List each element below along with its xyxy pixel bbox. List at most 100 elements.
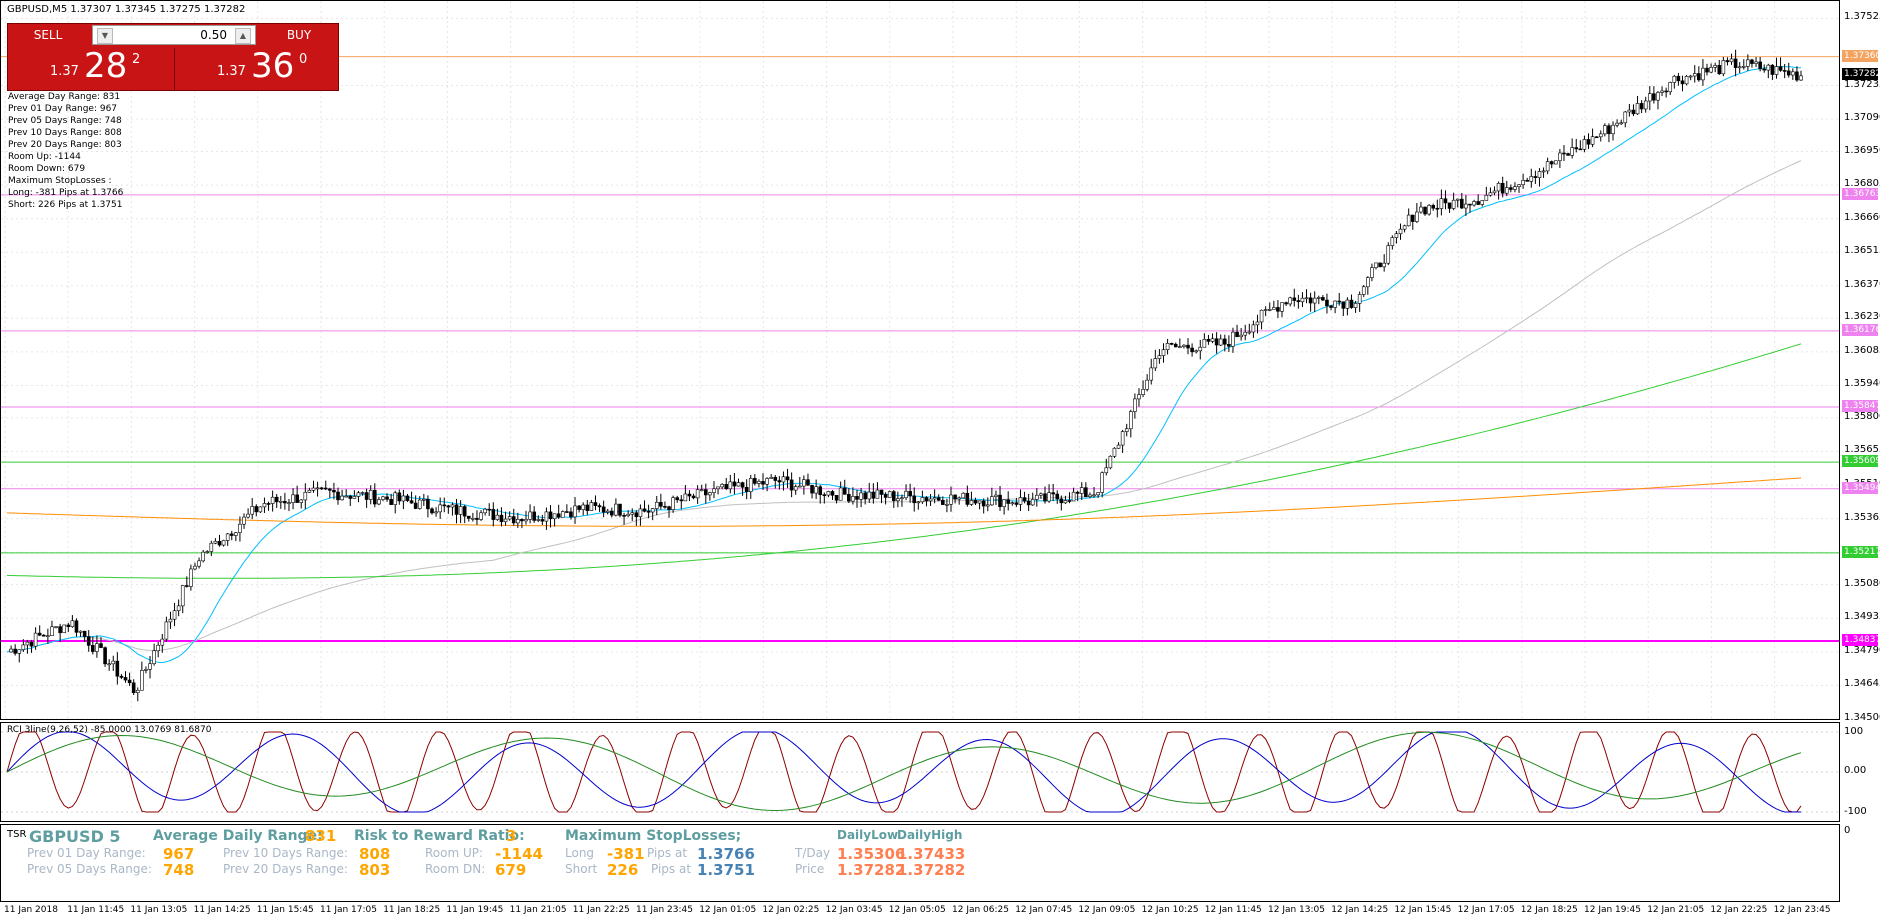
candle bbox=[1545, 157, 1550, 175]
lot-size-field[interactable]: ▼ 0.50 ▲ bbox=[92, 25, 256, 45]
candle bbox=[1513, 182, 1517, 193]
lot-decrease-icon[interactable]: ▼ bbox=[97, 28, 113, 44]
candle-body bbox=[1206, 339, 1211, 342]
candle bbox=[626, 510, 630, 518]
candle-body bbox=[299, 499, 304, 503]
candle bbox=[471, 512, 475, 522]
candle bbox=[867, 482, 872, 503]
price-tick: 1.36515 bbox=[1844, 245, 1880, 257]
roomdn-value: 679 bbox=[495, 861, 527, 879]
candle-body bbox=[401, 495, 406, 502]
buy-button[interactable]: BUY bbox=[286, 28, 312, 42]
buy-price[interactable]: 1.37 36 0 bbox=[174, 46, 339, 91]
candle-body bbox=[462, 506, 467, 517]
candle-body bbox=[352, 496, 357, 499]
candle bbox=[1705, 63, 1709, 76]
candle bbox=[920, 490, 925, 504]
main-chart-pane[interactable]: GBPUSD,M5 1.37307 1.37345 1.37275 1.3728… bbox=[0, 0, 1840, 720]
candle bbox=[1386, 242, 1391, 266]
candle-body bbox=[356, 492, 361, 497]
candle bbox=[1672, 74, 1677, 89]
candle bbox=[1071, 487, 1076, 502]
candle-body bbox=[1643, 100, 1648, 110]
candle-body bbox=[201, 551, 205, 562]
candle-body bbox=[822, 494, 827, 496]
candle-body bbox=[25, 641, 30, 646]
candle bbox=[1243, 324, 1248, 341]
candle bbox=[1701, 59, 1705, 86]
candle-body bbox=[1603, 125, 1607, 135]
candle-body bbox=[189, 568, 193, 587]
candle-body bbox=[291, 494, 295, 503]
rci-indicator-pane[interactable]: RCI 3line(9,26,52) -85.0000 13.0769 81.6… bbox=[0, 722, 1840, 822]
candle-body bbox=[916, 501, 921, 504]
candle-body bbox=[626, 513, 630, 516]
candle-body bbox=[1488, 192, 1493, 196]
candle bbox=[1603, 123, 1607, 137]
candle-body bbox=[148, 663, 152, 670]
ma-fast-line bbox=[6, 65, 1802, 664]
candle bbox=[1378, 262, 1382, 268]
candle bbox=[1398, 223, 1403, 240]
rci-scale: 100 0.00 -100 bbox=[1840, 722, 1880, 822]
sell-price[interactable]: 1.37 28 2 bbox=[8, 46, 172, 91]
candle-body bbox=[426, 499, 430, 510]
candle-body bbox=[1084, 487, 1088, 497]
candle-body bbox=[1374, 262, 1378, 268]
candle bbox=[319, 486, 324, 491]
candle-body bbox=[438, 504, 442, 513]
candle bbox=[842, 479, 847, 495]
candle-body bbox=[1574, 147, 1579, 150]
sell-button[interactable]: SELL bbox=[33, 28, 63, 42]
candle-body bbox=[417, 499, 422, 509]
candle bbox=[1725, 57, 1730, 66]
range-stats: Average Day Range: 831 Prev 01 Day Range… bbox=[8, 91, 123, 211]
candle bbox=[1341, 301, 1346, 317]
candle-body bbox=[994, 494, 998, 497]
price-tick: 1.34500 bbox=[1844, 712, 1880, 723]
candle-body bbox=[434, 511, 438, 514]
candle-body bbox=[679, 499, 684, 502]
candle bbox=[238, 516, 242, 542]
candle-body bbox=[830, 491, 835, 496]
candle bbox=[1496, 181, 1501, 200]
candle-body bbox=[928, 498, 933, 502]
candle-body bbox=[332, 490, 336, 493]
time-tick: 11 Jan 14:25 bbox=[193, 905, 251, 915]
candle bbox=[1795, 66, 1799, 82]
candle-body bbox=[552, 513, 557, 520]
candle-body bbox=[377, 499, 381, 505]
price-chart[interactable] bbox=[1, 1, 1839, 719]
candle bbox=[540, 514, 545, 525]
candle-body bbox=[1198, 346, 1203, 352]
candle-body bbox=[1705, 67, 1709, 73]
roomup-label: Room UP: bbox=[425, 846, 484, 860]
candle bbox=[716, 486, 720, 495]
level-price-label: 1.36176 bbox=[1842, 323, 1880, 336]
candle bbox=[1251, 320, 1256, 338]
candle bbox=[1218, 334, 1223, 347]
candle bbox=[1492, 186, 1497, 196]
candle-body bbox=[1341, 301, 1346, 309]
candle-body bbox=[1406, 214, 1411, 227]
candle-body bbox=[1500, 182, 1505, 194]
candle bbox=[1758, 56, 1762, 72]
stat-line: Short: 226 Pips at 1.3751 bbox=[8, 200, 123, 210]
candle-body bbox=[1186, 344, 1190, 349]
candle-body bbox=[732, 481, 737, 487]
candle-body bbox=[577, 505, 581, 510]
candle bbox=[193, 562, 197, 571]
candle bbox=[998, 486, 1002, 511]
candle bbox=[1509, 184, 1513, 193]
candle bbox=[1455, 198, 1460, 208]
lot-increase-icon[interactable]: ▲ bbox=[235, 28, 251, 44]
candle-body bbox=[1182, 344, 1186, 347]
candle bbox=[1464, 195, 1468, 216]
candle bbox=[1521, 173, 1525, 189]
candle-body bbox=[62, 624, 67, 634]
price-scale[interactable]: 1.37525 1.37235 1.37090 1.36950 1.36805 1.366… bbox=[1840, 0, 1880, 723]
level-price-label: 1.35847 bbox=[1842, 400, 1880, 413]
candle bbox=[1472, 199, 1476, 207]
candle-body bbox=[634, 512, 639, 517]
candle bbox=[1165, 338, 1170, 355]
